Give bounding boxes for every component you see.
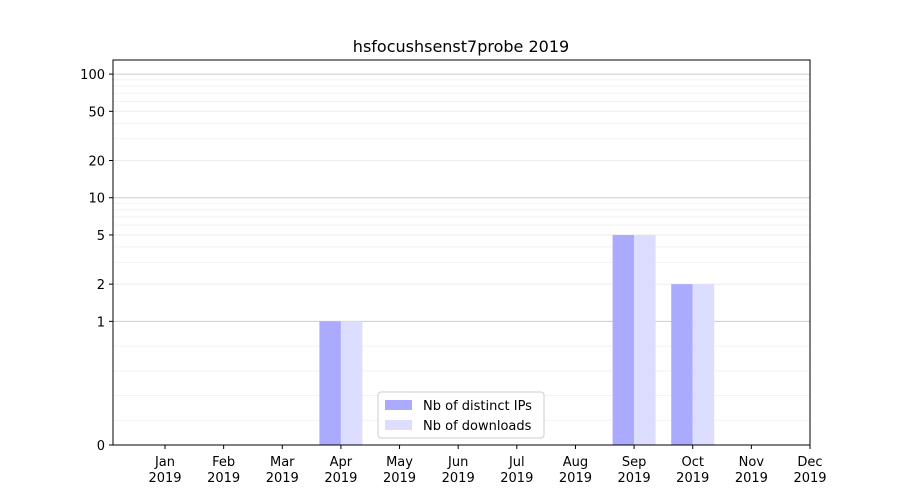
x-tick-label: Apr 2019 [324, 455, 357, 486]
bar-downloads-oct [692, 284, 715, 445]
plot-frame [112, 59, 811, 446]
legend-swatch [385, 420, 412, 430]
x-tick-label: Dec 2019 [793, 455, 826, 486]
y-axis-ticks: 0 1 2 5 10 20 50 100 [80, 68, 113, 454]
x-tick-label: Sep 2019 [618, 455, 651, 486]
bar-distinct-ips-oct [671, 284, 693, 445]
legend-label: Nb of downloads [423, 419, 532, 434]
y-tick-label: 0 [97, 439, 105, 454]
bars [319, 234, 715, 445]
x-tick-label: Jul 2019 [500, 455, 533, 486]
legend-box [377, 391, 545, 439]
bar-downloads-sep [634, 234, 656, 445]
legend: Nb of distinct IPs Nb of downloads [377, 391, 545, 439]
legend-label: Nb of distinct IPs [423, 399, 532, 414]
y-tick-label: 20 [88, 155, 105, 170]
x-tick-label: May 2019 [383, 455, 416, 486]
y-tick-label: 2 [97, 278, 105, 293]
x-axis-ticks: Jan 2019 Feb 2019 Mar 2019 Apr 2019 May 2019 Jun 20… [148, 445, 827, 486]
x-tick-label: Oct 2019 [676, 455, 709, 486]
y-tick-label: 5 [97, 229, 105, 244]
x-tick-label: Feb 2019 [207, 455, 240, 486]
y-tick-label: 50 [88, 105, 105, 120]
y-tick-label: 100 [80, 68, 105, 83]
x-tick-label: Aug 2019 [559, 455, 592, 486]
x-tick-label: Jun 2019 [442, 455, 475, 486]
bar-downloads-apr [340, 321, 363, 445]
x-tick-label: Jan 2019 [148, 455, 181, 486]
y-tick-label: 1 [97, 315, 105, 330]
chart-title: hsfocushsenst7probe 2019 [353, 37, 569, 56]
bar-distinct-ips-sep [612, 234, 635, 445]
y-tick-label: 10 [88, 192, 105, 207]
bar-distinct-ips-apr [319, 321, 341, 445]
x-tick-label: Nov 2019 [735, 455, 768, 486]
x-tick-label: Mar 2019 [266, 455, 299, 486]
grid-lines [113, 73, 810, 446]
legend-swatch [385, 400, 412, 410]
